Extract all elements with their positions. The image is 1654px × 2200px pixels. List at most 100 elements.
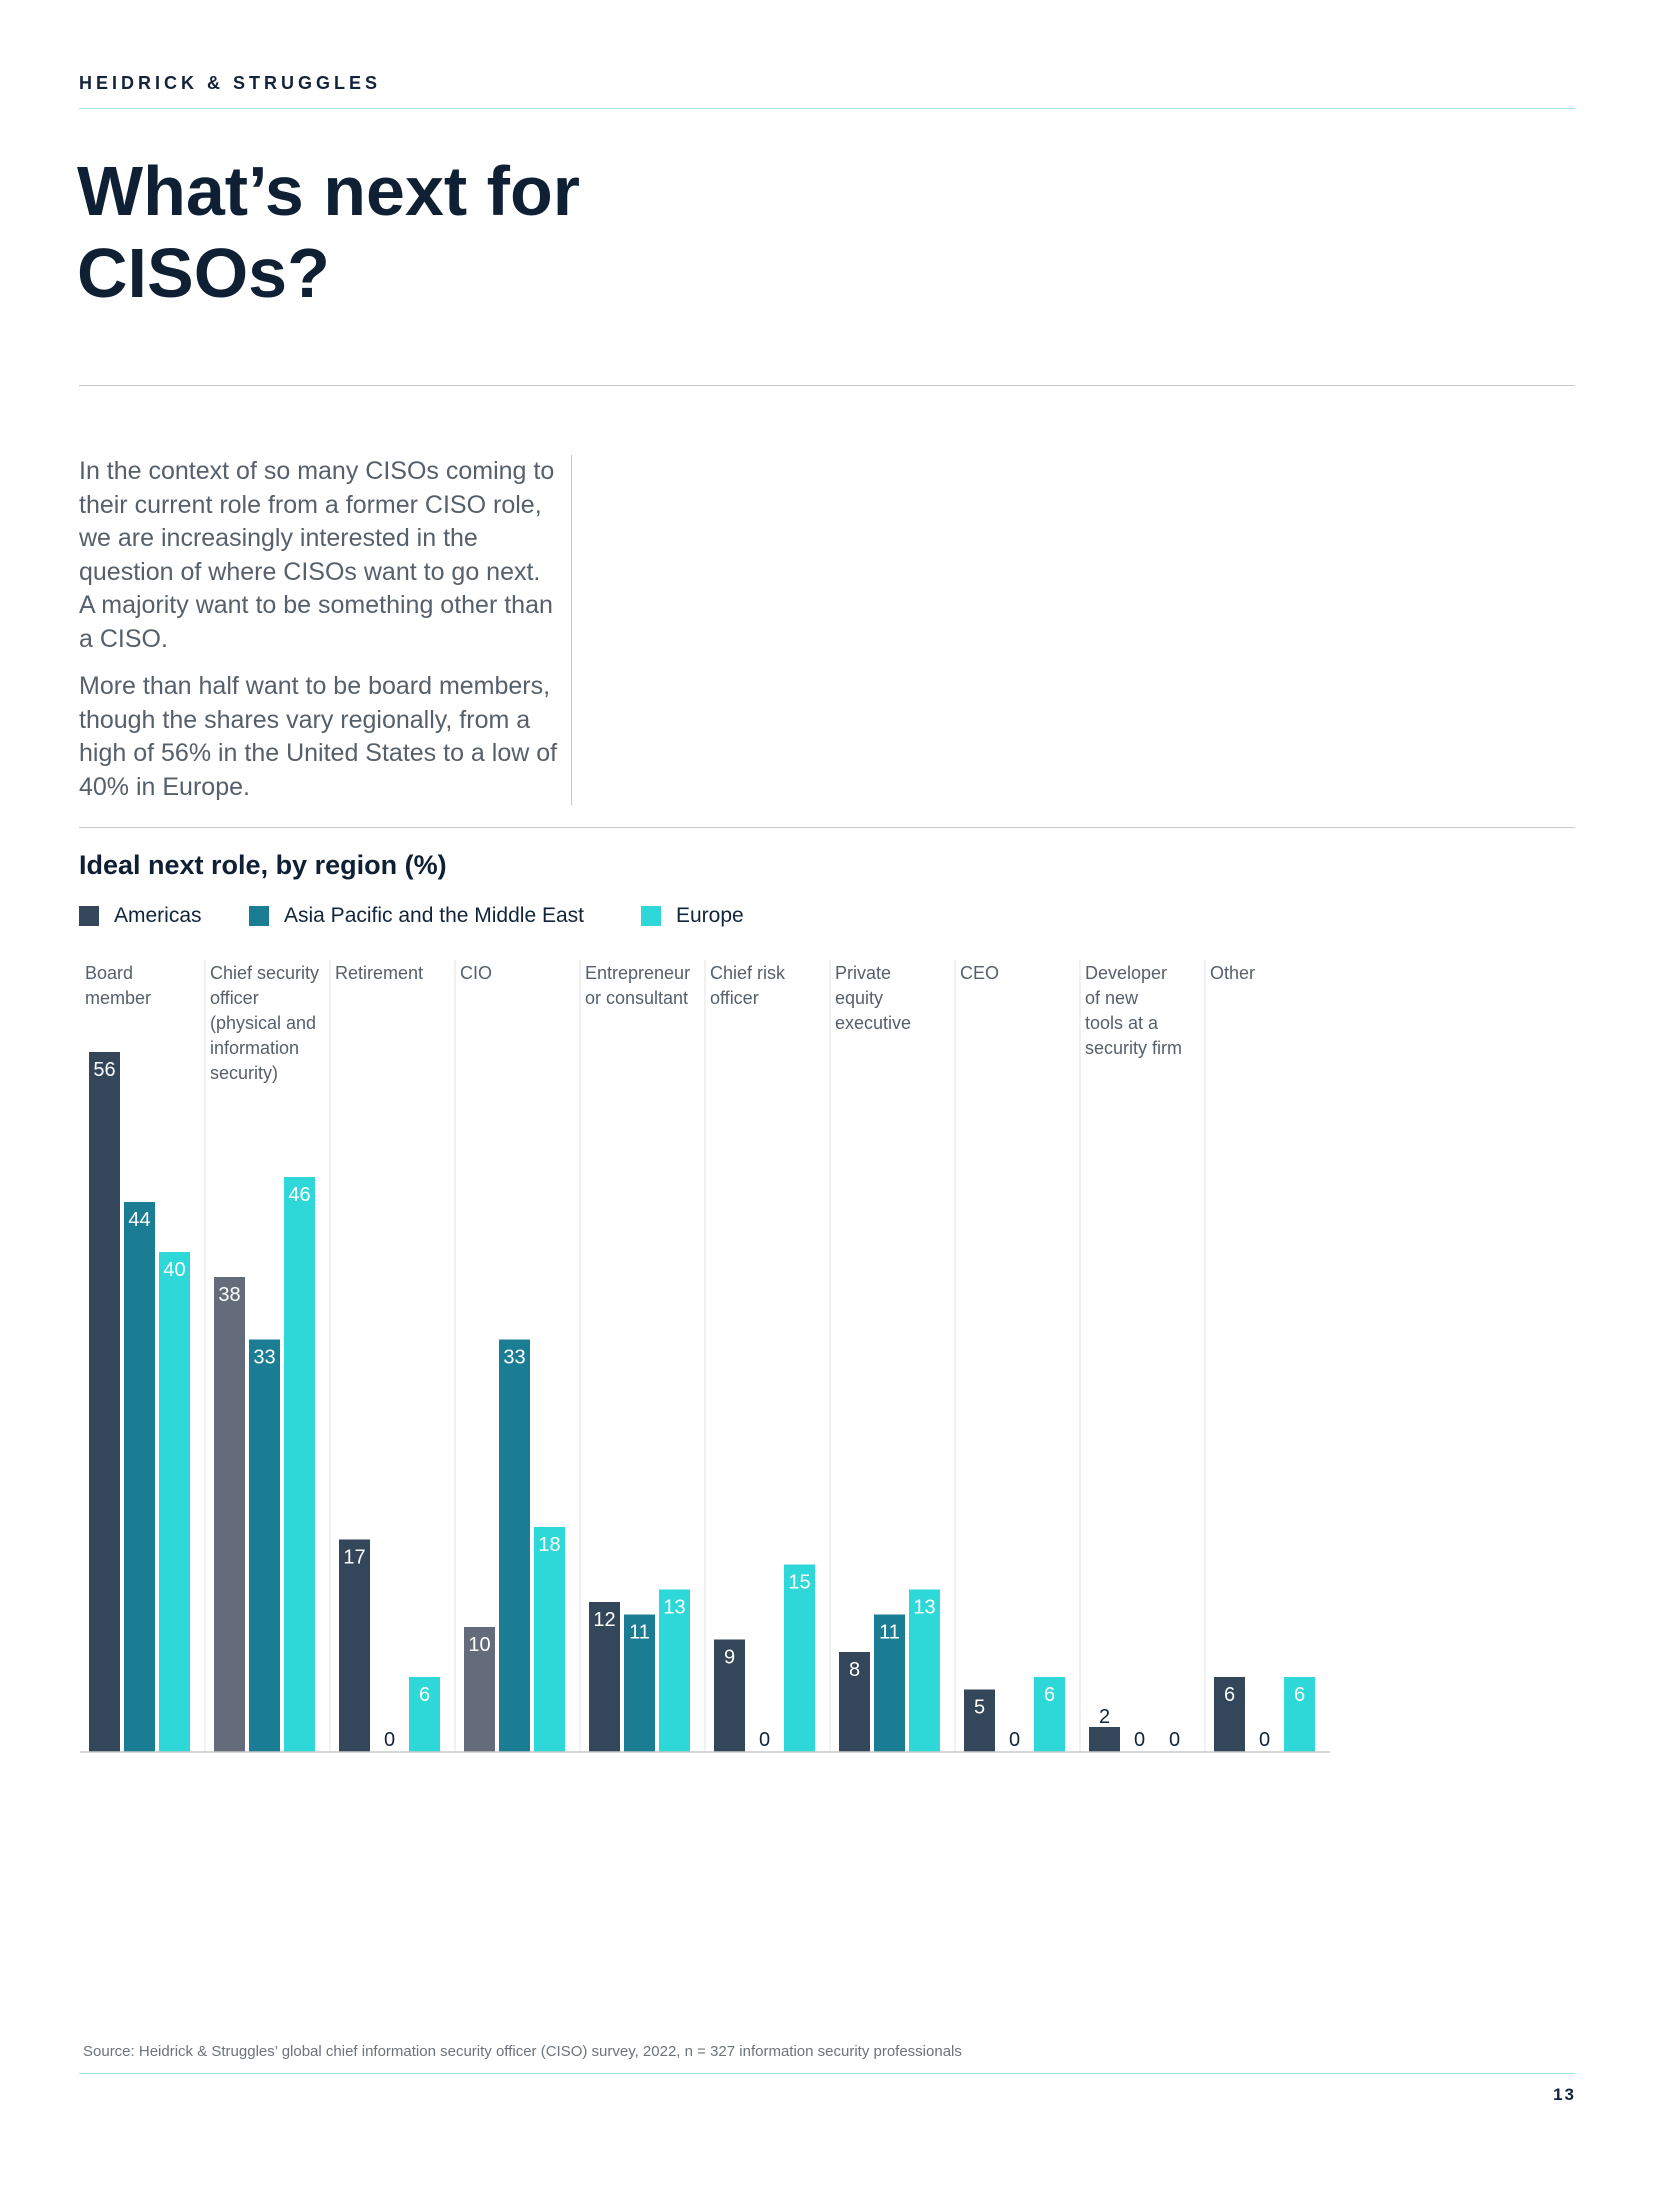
data-label: 17 (343, 1547, 365, 1569)
bar-europe (909, 1589, 940, 1752)
bar-europe (534, 1527, 565, 1752)
chart-divider (79, 827, 1575, 828)
title-divider (79, 385, 1575, 386)
bar-americas (464, 1627, 495, 1752)
category-label: Developer (1085, 963, 1167, 983)
legend-item-europe: Europe (641, 904, 744, 928)
header-divider (79, 108, 1575, 109)
intro-paragraph-2: More than half want to be board members,… (79, 672, 558, 801)
data-label: 10 (468, 1634, 490, 1656)
data-label: 6 (1294, 1684, 1305, 1706)
legend-swatch-americas (79, 906, 99, 926)
data-label: 11 (879, 1622, 900, 1644)
legend-item-asia-pacific: Asia Pacific and the Middle East (249, 904, 584, 928)
page-title-line-1: What’s next for (77, 152, 580, 230)
data-label: 9 (724, 1647, 735, 1669)
bar-asia-pacific-and-the-middle-east (499, 1339, 530, 1752)
data-label: 5 (974, 1697, 985, 1719)
category-label: CEO (960, 963, 999, 983)
footer-divider (79, 2073, 1575, 2074)
brand-header: HEIDRICK & STRUGGLES (79, 73, 382, 93)
category-label: executive (835, 1013, 911, 1033)
bar-asia-pacific-and-the-middle-east (124, 1202, 155, 1752)
data-label: 0 (1009, 1729, 1020, 1751)
category-label: Other (1210, 963, 1255, 983)
intro-paragraph-1: In the context of so many CISOs coming t… (79, 457, 555, 653)
category-label: information (210, 1038, 299, 1058)
category-label: officer (710, 988, 759, 1008)
data-label: 8 (849, 1659, 860, 1681)
intro-text: In the context of so many CISOs coming t… (79, 455, 559, 818)
bar-americas (214, 1277, 245, 1752)
category-label: tools at a (1085, 1013, 1159, 1033)
legend-swatch-asia-pacific (249, 906, 269, 926)
data-label: 56 (93, 1059, 115, 1081)
data-label: 12 (593, 1609, 615, 1631)
data-label: 0 (759, 1729, 770, 1751)
data-label: 46 (288, 1184, 310, 1206)
data-label: 44 (128, 1209, 150, 1231)
legend-label-europe: Europe (676, 904, 744, 927)
category-label: Chief security (210, 963, 319, 983)
bar-asia-pacific-and-the-middle-east (624, 1614, 655, 1752)
category-label: Retirement (335, 963, 423, 983)
category-label: officer (210, 988, 259, 1008)
data-label: 40 (163, 1259, 185, 1281)
page-number: 13 (1553, 2085, 1576, 2104)
category-label: Private (835, 963, 891, 983)
data-label: 33 (253, 1347, 275, 1369)
category-label: Chief risk (710, 963, 786, 983)
data-label: 0 (1134, 1729, 1145, 1751)
chart-title: Ideal next role, by region (%) (79, 850, 447, 880)
bar-europe (784, 1564, 815, 1752)
category-label: Entrepreneur (585, 963, 690, 983)
bar-asia-pacific-and-the-middle-east (874, 1614, 905, 1752)
bar-asia-pacific-and-the-middle-east (249, 1339, 280, 1752)
legend-label-asia-pacific: Asia Pacific and the Middle East (284, 904, 584, 927)
category-label: security) (210, 1063, 278, 1083)
bar-americas (964, 1689, 995, 1752)
data-label: 11 (629, 1622, 650, 1644)
source-note: Source: Heidrick & Struggles’ global chi… (83, 2043, 962, 2060)
category-label: member (85, 988, 151, 1008)
bar-europe (659, 1589, 690, 1752)
intro-side-divider (571, 455, 572, 805)
data-label: 6 (419, 1684, 430, 1706)
category-label: CIO (460, 963, 492, 983)
bar-americas (89, 1052, 120, 1752)
data-label: 15 (788, 1572, 810, 1594)
data-label: 38 (218, 1284, 240, 1306)
bar-americas (339, 1539, 370, 1752)
bar-europe (1034, 1677, 1065, 1752)
bar-europe (284, 1177, 315, 1752)
category-label: security firm (1085, 1038, 1182, 1058)
page-title: What’s next for CISOs? (77, 150, 877, 314)
bar-americas (714, 1639, 745, 1752)
data-label: 33 (503, 1347, 525, 1369)
legend-item-americas: Americas (79, 904, 202, 928)
bar-europe (409, 1677, 440, 1752)
data-label: 18 (538, 1534, 560, 1556)
data-label: 6 (1044, 1684, 1055, 1706)
bar-americas (839, 1652, 870, 1752)
data-label: 2 (1099, 1706, 1110, 1728)
bar-americas (589, 1602, 620, 1752)
category-label: of new (1085, 988, 1139, 1008)
category-label: Board (85, 963, 133, 983)
category-label: or consultant (585, 988, 688, 1008)
page-title-line-2: CISOs? (77, 234, 330, 312)
bar-europe (159, 1252, 190, 1752)
data-label: 6 (1224, 1684, 1235, 1706)
legend-swatch-europe (641, 906, 661, 926)
category-label: (physical and (210, 1013, 316, 1033)
bar-americas (1089, 1727, 1120, 1752)
data-label: 0 (1169, 1729, 1180, 1751)
data-label: 0 (384, 1729, 395, 1751)
data-label: 0 (1259, 1729, 1270, 1751)
bar-americas (1214, 1677, 1245, 1752)
bar-europe (1284, 1677, 1315, 1752)
data-label: 13 (913, 1597, 935, 1619)
data-label: 13 (663, 1597, 685, 1619)
category-label: equity (835, 988, 883, 1008)
